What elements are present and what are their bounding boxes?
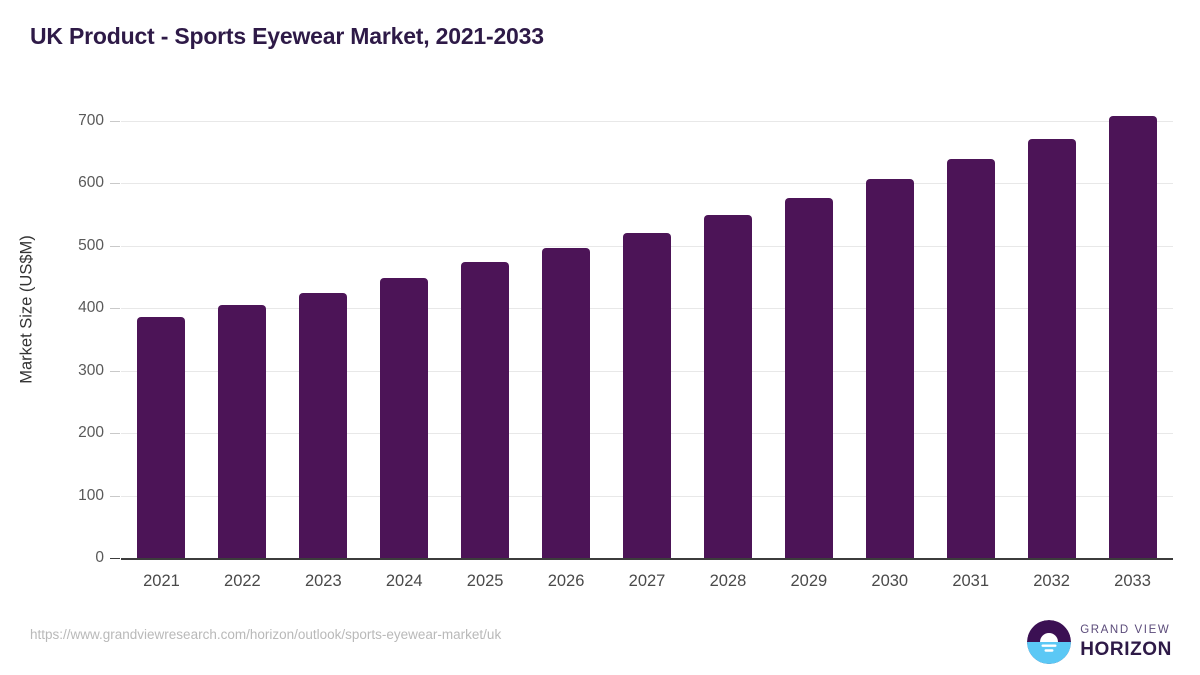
bar-2026[interactable]: [542, 248, 591, 558]
y-tick-label: 600: [78, 174, 104, 192]
bar-2032[interactable]: [1027, 139, 1076, 558]
bar-2028[interactable]: [703, 215, 752, 558]
x-tick-label-2031: 2031: [952, 572, 990, 590]
y-tick-mark: [110, 120, 120, 122]
bar-2022[interactable]: [218, 305, 267, 558]
y-tick-mark: [110, 183, 120, 185]
brand-wordmark: GRAND VIEW HORIZON: [1080, 625, 1172, 659]
x-axis-line: [121, 558, 1173, 560]
bar-2029[interactable]: [784, 197, 833, 558]
x-tick-label-2022: 2022: [224, 572, 261, 590]
y-tick-mark: [110, 433, 120, 435]
y-tick-mark: [110, 495, 120, 497]
source-url[interactable]: https://www.grandviewresearch.com/horizo…: [30, 627, 502, 642]
y-tick-label: 100: [78, 486, 104, 504]
bar-2024[interactable]: [380, 278, 429, 558]
x-tick-label-2024: 2024: [385, 572, 423, 590]
x-tick-label-2028: 2028: [709, 572, 747, 590]
x-tick-label-2030: 2030: [871, 572, 909, 590]
x-tick-label-2026: 2026: [547, 572, 585, 590]
y-tick-mark: [110, 308, 120, 310]
y-tick-mark: [110, 245, 120, 247]
gridline: [121, 183, 1173, 185]
page-title: UK Product - Sports Eyewear Market, 2021…: [30, 23, 544, 49]
y-tick-label: 700: [78, 111, 104, 129]
bar-2030[interactable]: [865, 178, 914, 558]
brand-name-top: GRAND VIEW: [1080, 624, 1171, 637]
x-tick-label-2033: 2033: [1114, 572, 1151, 590]
x-tick-label-2029: 2029: [790, 572, 828, 590]
y-axis-ticks: 0 100 200 300 400 500 600 700: [0, 0, 120, 675]
y-tick-label: 500: [78, 236, 104, 254]
x-tick-label-2032: 2032: [1033, 572, 1070, 590]
bar-2021[interactable]: [137, 316, 186, 558]
y-axis-title: Market Size (US$M): [17, 235, 36, 384]
y-tick-label: 300: [78, 361, 104, 379]
horizon-sun-circle-icon: [1027, 620, 1072, 664]
bar-2025[interactable]: [461, 261, 510, 558]
bar-2033[interactable]: [1108, 116, 1157, 558]
gridline: [121, 120, 1173, 122]
y-tick-label: 400: [78, 299, 104, 317]
bar-2023[interactable]: [299, 292, 348, 558]
y-tick-mark: [110, 558, 120, 559]
x-tick-label-2023: 2023: [304, 572, 342, 590]
plot-area: [121, 100, 1173, 558]
x-tick-label-2021: 2021: [143, 572, 180, 590]
y-tick-mark: [110, 370, 120, 372]
bar-2031[interactable]: [946, 159, 995, 558]
x-tick-label-2027: 2027: [628, 572, 666, 590]
y-tick-label: 200: [78, 424, 104, 442]
x-tick-label-2025: 2025: [466, 572, 504, 590]
bar-2027[interactable]: [623, 232, 671, 558]
brand-logo: GRAND VIEW HORIZON: [1027, 620, 1172, 664]
brand-name-bottom: HORIZON: [1080, 638, 1172, 660]
y-tick-label: 0: [95, 549, 104, 566]
